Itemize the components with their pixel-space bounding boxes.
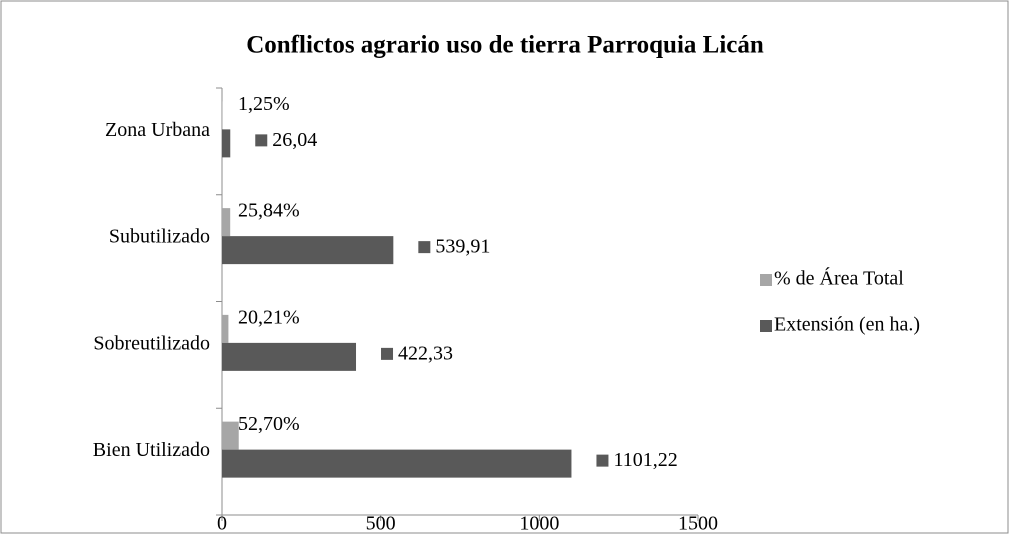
x-tick-label: 1000 (519, 513, 559, 535)
bar (222, 421, 239, 450)
data-label: 52,70% (238, 413, 300, 435)
bar (222, 342, 357, 371)
legend-key (760, 274, 772, 286)
data-label-key (418, 241, 431, 254)
data-label: 422,33 (398, 342, 453, 364)
data-label-key (255, 134, 268, 147)
x-tick-label: 0 (217, 513, 227, 535)
data-label: 26,04 (272, 129, 317, 151)
y-tick-label: Zona Urbana (105, 119, 210, 141)
legend-key (760, 320, 772, 332)
data-label: 539,91 (435, 236, 490, 258)
legend-label: % de Área Total (774, 267, 904, 290)
bar (222, 208, 231, 237)
data-label-key (596, 454, 609, 467)
bar (222, 236, 394, 265)
data-label: 25,84% (238, 200, 300, 222)
x-tick-label: 1500 (678, 513, 718, 535)
y-tick-label: Subutilizado (109, 226, 210, 248)
data-label: 1,25% (238, 93, 290, 115)
y-tick-label: Bien Utilizado (93, 439, 210, 461)
data-label-key (381, 347, 394, 360)
x-tick-label: 500 (366, 513, 396, 535)
bar (222, 129, 231, 158)
data-label: 20,21% (238, 306, 300, 328)
bar (222, 314, 229, 343)
chart-title: Conflictos agrario uso de tierra Parroqu… (246, 32, 764, 59)
data-label: 1101,22 (613, 449, 677, 471)
bar (222, 449, 572, 478)
y-tick-label: Sobreutilizado (93, 332, 210, 354)
legend-label: Extensión (en ha.) (774, 314, 920, 336)
